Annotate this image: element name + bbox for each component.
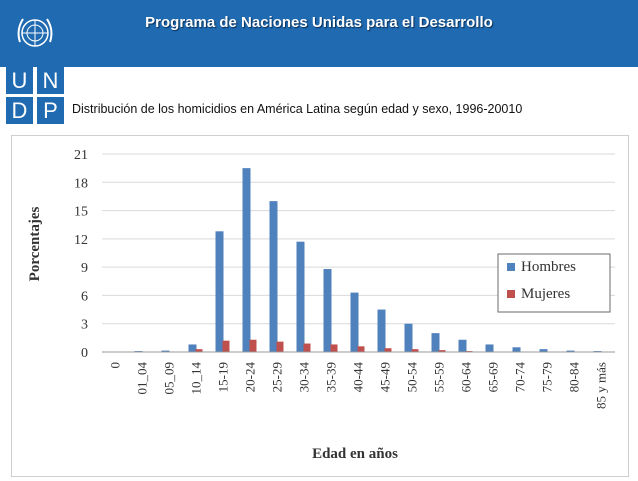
x-tick-label: 40-44 (351, 362, 366, 393)
x-tick-label: 0 (108, 362, 123, 369)
legend-swatch-hombres (507, 263, 515, 271)
bar-mujeres (357, 346, 365, 352)
legend-swatch-mujeres (507, 290, 515, 298)
y-tick-label: 6 (81, 289, 88, 304)
bar-hombres (404, 323, 413, 352)
x-tick-label: 60-64 (459, 362, 474, 393)
logo-letter-n: N (37, 67, 64, 94)
bar-hombres (566, 350, 575, 352)
logo-letter-u: U (6, 67, 33, 94)
x-tick-label: 10_14 (189, 362, 204, 395)
x-tick-label: 35-39 (324, 362, 339, 392)
x-tick-label: 15-19 (216, 362, 231, 392)
legend-label-hombres: Hombres (521, 259, 576, 275)
bar-hombres (269, 201, 278, 352)
x-tick-label: 45-49 (378, 362, 393, 392)
bar-hombres (188, 344, 197, 352)
legend-label-mujeres: Mujeres (521, 286, 570, 302)
undp-logo: U N D P (6, 6, 64, 124)
x-tick-label: 75-79 (540, 362, 555, 392)
bar-mujeres (384, 348, 392, 352)
bar-hombres (161, 350, 170, 352)
y-tick-label: 9 (81, 261, 88, 276)
x-axis-label: Edad en años (312, 446, 398, 462)
bar-hombres (377, 309, 386, 352)
x-tick-label: 01_04 (135, 362, 150, 395)
chart-subtitle: Distribución de los homicidios en Améric… (72, 102, 523, 116)
x-tick-label: 25-29 (270, 362, 285, 392)
x-tick-label: 20-24 (243, 362, 258, 393)
bar-chart: 0 3 6 9 12 15 18 21 0 01_04 05_09 10_14 15-19 20-24 25… (27, 148, 615, 462)
chart-frame: 0 3 6 9 12 15 18 21 0 01_04 05_09 10_14 15-19 20-24 25… (11, 135, 629, 477)
x-tick-label: 70-74 (513, 362, 528, 393)
x-tick-label: 55-59 (432, 362, 447, 392)
y-tick-label: 18 (74, 176, 88, 191)
x-tick-label: 05_09 (162, 362, 177, 395)
header-banner: Programa de Naciones Unidas para el Desa… (0, 0, 638, 67)
bar-mujeres (249, 339, 257, 352)
x-tick-label: 65-69 (486, 362, 501, 392)
x-tick-label: 30-34 (297, 362, 312, 393)
bar-mujeres (303, 343, 311, 352)
bar-hombres (242, 168, 251, 352)
page-title: Programa de Naciones Unidas para el Desa… (145, 14, 493, 31)
bar-hombres (431, 333, 440, 352)
x-tick-label: 50-54 (405, 362, 420, 393)
y-tick-label: 0 (81, 346, 88, 361)
bar-mujeres (411, 349, 419, 352)
bar-hombres (512, 347, 521, 352)
bar-mujeres (330, 344, 338, 352)
un-emblem-icon (6, 6, 64, 64)
bar-hombres (458, 339, 467, 352)
y-axis-label: Porcentajes (27, 206, 43, 281)
bar-hombres (215, 231, 224, 352)
bar-hombres (350, 292, 359, 352)
bar-hombres (323, 269, 332, 352)
bar-mujeres (195, 349, 203, 352)
logo-letter-d: D (6, 97, 33, 124)
x-tick-label: 85 y más (594, 362, 609, 409)
y-tick-label: 3 (81, 318, 88, 333)
bar-mujeres (438, 350, 446, 352)
bar-hombres (296, 241, 305, 352)
y-tick-label: 15 (74, 205, 88, 220)
bar-mujeres (222, 340, 230, 352)
bar-mujeres (276, 341, 284, 352)
legend-box (497, 253, 611, 313)
bar-hombres (485, 344, 494, 352)
y-tick-label: 12 (74, 233, 88, 248)
y-tick-label: 21 (74, 148, 88, 163)
logo-letter-p: P (37, 97, 64, 124)
bar-hombres (539, 349, 548, 352)
x-tick-label: 80-84 (567, 362, 582, 393)
